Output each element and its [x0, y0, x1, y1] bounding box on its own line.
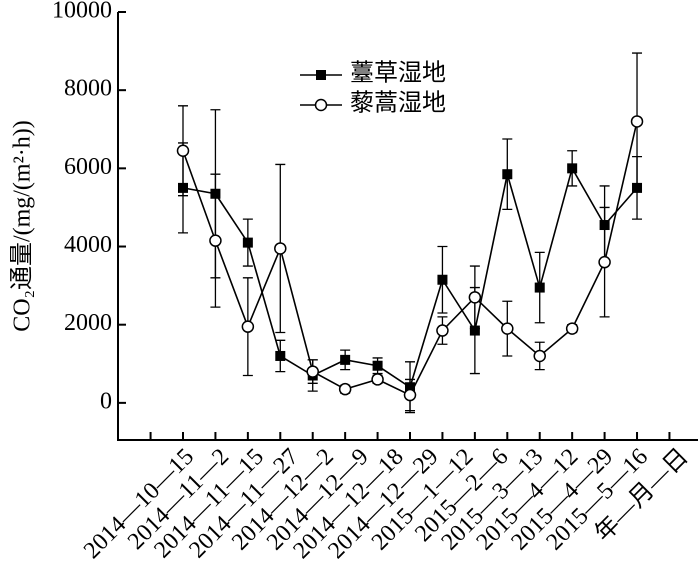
legend-label: 薹草湿地 [350, 60, 446, 87]
y-tick-label: 8000 [64, 76, 112, 102]
marker [436, 324, 449, 337]
marker [241, 320, 255, 333]
marker [533, 349, 546, 363]
marker [275, 350, 286, 361]
marker [468, 291, 482, 304]
marker [338, 382, 352, 396]
marker [469, 325, 480, 336]
y-tick-label: 2000 [64, 310, 112, 336]
marker [274, 242, 287, 255]
legend-marker [316, 70, 326, 80]
marker [340, 354, 351, 365]
marker [176, 144, 190, 158]
marker [242, 237, 253, 248]
marker [403, 388, 417, 402]
marker [372, 360, 383, 371]
marker [502, 169, 513, 180]
marker [630, 115, 644, 128]
y-tick-label: 4000 [64, 232, 112, 258]
marker [209, 234, 222, 247]
legend-label: 藜蒿湿地 [350, 90, 446, 117]
marker [534, 282, 545, 293]
y-tick-label: 0 [100, 388, 112, 414]
marker [437, 274, 448, 285]
legend-marker [314, 98, 328, 112]
marker [371, 373, 384, 386]
y-axis-label: CO₂通量/(mg/(m²·h)) [10, 120, 36, 332]
marker [306, 365, 319, 378]
axes [117, 12, 698, 441]
y-tick-label: 10000 [52, 0, 112, 24]
marker [565, 322, 579, 335]
marker [598, 255, 611, 269]
marker [567, 163, 578, 174]
marker [501, 322, 514, 335]
y-tick-label: 6000 [64, 154, 112, 180]
series-line [182, 121, 638, 397]
